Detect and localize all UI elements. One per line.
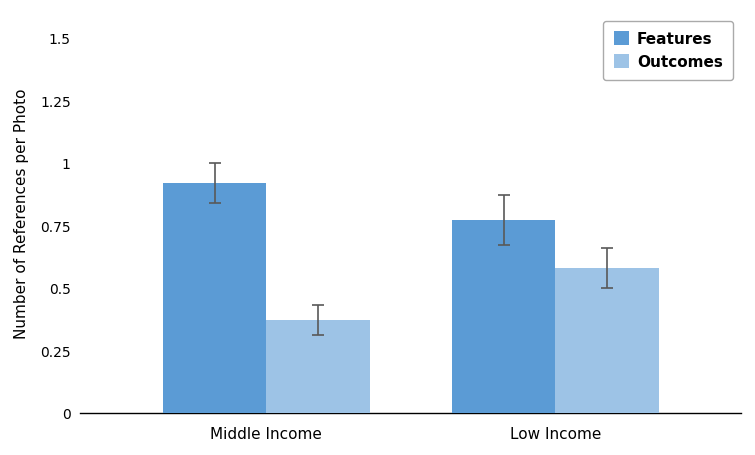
Bar <box>163 183 267 413</box>
Bar <box>452 221 556 413</box>
Y-axis label: Number of References per Photo: Number of References per Photo <box>14 88 29 339</box>
Bar <box>556 268 658 413</box>
Bar <box>267 321 369 413</box>
Legend: Features, Outcomes: Features, Outcomes <box>603 21 733 81</box>
